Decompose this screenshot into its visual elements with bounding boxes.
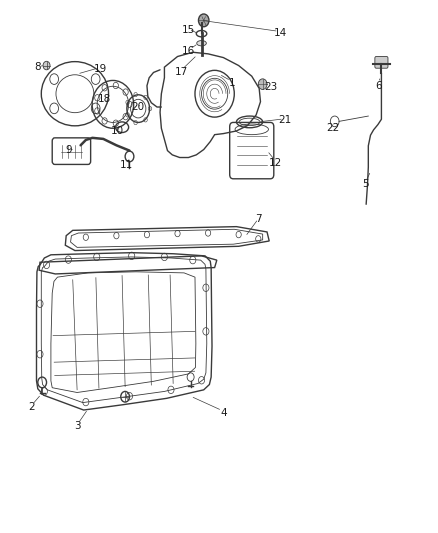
Circle shape	[258, 79, 267, 90]
Text: 7: 7	[255, 214, 261, 224]
Text: 2: 2	[28, 402, 35, 413]
Text: 4: 4	[220, 408, 227, 418]
Text: 19: 19	[94, 64, 107, 74]
Text: 21: 21	[278, 115, 291, 125]
Text: 14: 14	[273, 28, 287, 38]
Text: 20: 20	[132, 102, 145, 112]
Ellipse shape	[197, 41, 206, 46]
Text: 17: 17	[175, 68, 188, 77]
Text: 1: 1	[229, 78, 235, 88]
Text: 23: 23	[264, 82, 277, 92]
Text: 22: 22	[326, 123, 339, 133]
Text: 3: 3	[74, 421, 81, 431]
Text: 6: 6	[375, 81, 381, 91]
FancyBboxPatch shape	[375, 56, 388, 68]
Text: 12: 12	[269, 158, 283, 168]
Text: 5: 5	[362, 179, 369, 189]
Text: 18: 18	[98, 94, 111, 104]
Circle shape	[198, 14, 209, 27]
Text: 16: 16	[182, 46, 195, 56]
Text: 10: 10	[111, 126, 124, 136]
Text: 11: 11	[120, 160, 133, 171]
Text: 9: 9	[65, 144, 72, 155]
Circle shape	[43, 61, 50, 70]
Text: 15: 15	[182, 25, 195, 35]
Text: 8: 8	[35, 62, 41, 72]
